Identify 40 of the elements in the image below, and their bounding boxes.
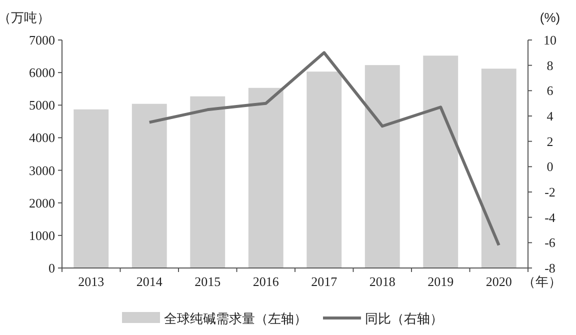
bar [481,68,516,268]
y2-tick-label: 0 [546,159,554,174]
bar [423,56,458,268]
line-series [148,51,500,247]
y-tick-label: 1000 [29,228,55,243]
bar [190,96,226,268]
x-tick-label: 2019 [428,274,454,289]
x-tick-label: 2018 [369,274,396,289]
y-tick-label: 4000 [29,130,55,146]
y-axis-title: （万吨） [0,10,50,25]
legend-label: 全球纯碱需求量（左轴） [164,311,307,326]
y2-tick-label: 6 [546,83,554,98]
y-tick-label: 6000 [29,65,55,80]
bar [132,104,167,268]
y2-tick-label: -6 [544,235,556,250]
bar [306,72,342,268]
bar [74,109,109,268]
y2-tick-label: 10 [544,32,556,48]
x-tick-label: 2015 [194,274,221,289]
y2-tick-label: 2 [546,134,554,149]
y2-tick-label: -2 [544,184,556,200]
y-tick-label: 5000 [29,98,55,113]
y-tick-label: 7000 [29,32,55,48]
x-tick-label: 2016 [252,274,280,289]
y-tick-label: 2000 [29,195,55,210]
y2-tick-label: -4 [544,210,556,225]
x-tick-label: 2013 [78,274,104,289]
y2-tick-label: 4 [546,108,554,124]
bar [248,88,284,268]
legend-label: 同比（右轴） [365,311,443,326]
x-tick-label: 2017 [311,274,338,289]
y2-tick-label: 8 [546,58,554,73]
y-tick-label: 3000 [29,162,55,178]
bar [364,65,400,268]
x-tick-label: 2014 [136,274,163,289]
y2-tick-label: -8 [544,260,556,276]
x-axis-title: （年） [522,274,562,289]
y2-axis-title: (%) [540,10,560,25]
y-tick-label: 0 [48,260,55,276]
x-tick-label: 2020 [486,274,512,289]
